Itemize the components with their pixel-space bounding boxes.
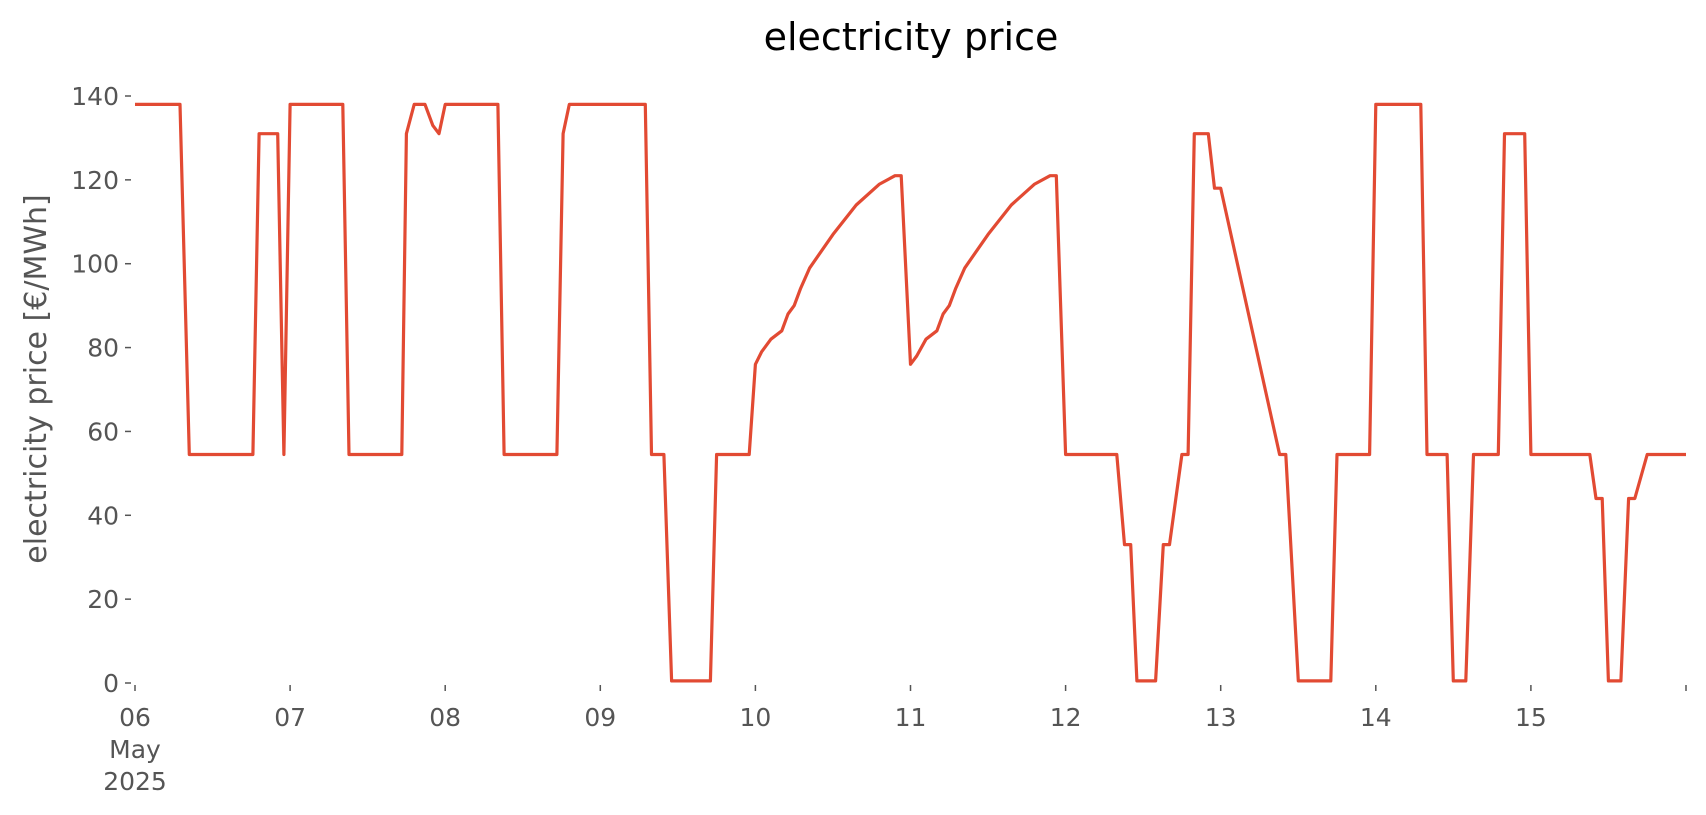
y-tick-label: 0 — [103, 669, 119, 698]
x-tick-label: 09 — [584, 703, 616, 732]
x-tick-label: 13 — [1205, 703, 1237, 732]
x-tick-label: 10 — [739, 703, 771, 732]
y-tick-label: 140 — [71, 82, 119, 111]
x-tick-label: 2025 — [103, 767, 167, 796]
x-tick-label: 11 — [895, 703, 927, 732]
y-tick-label: 120 — [71, 166, 119, 195]
chart-title: electricity price — [764, 15, 1059, 59]
y-tick-label: 60 — [87, 417, 119, 446]
x-tick-label: 12 — [1050, 703, 1082, 732]
price-line — [135, 102, 1686, 683]
y-tick-label: 20 — [87, 585, 119, 614]
series-group — [135, 102, 1686, 683]
x-tick-label: 14 — [1360, 703, 1392, 732]
y-axis-label: electricity price [€/MWh] — [19, 194, 54, 563]
y-tick-label: 80 — [87, 334, 119, 363]
y-tick-label: 40 — [87, 501, 119, 530]
x-tick-label: May — [109, 735, 161, 764]
x-tick-label: 08 — [429, 703, 461, 732]
y-axis-ticks: 0 20 40 60 80 100 120 140 — [71, 82, 131, 698]
x-tick-label: 07 — [274, 703, 306, 732]
y-tick-label: 100 — [71, 250, 119, 279]
x-tick-label: 06 — [119, 703, 151, 732]
x-axis-ticks: 06 May 2025 07 08 09 10 11 12 13 14 15 — [103, 685, 1687, 796]
x-tick-label: 15 — [1515, 703, 1547, 732]
